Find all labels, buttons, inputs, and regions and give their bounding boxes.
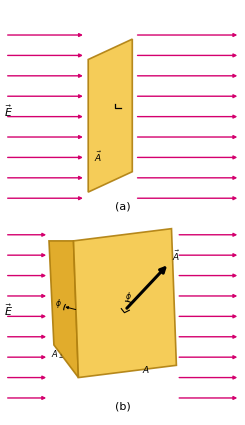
Polygon shape <box>49 241 78 377</box>
Text: $\vec{A}$: $\vec{A}$ <box>94 149 102 164</box>
Text: $\vec{E}$: $\vec{E}$ <box>4 103 13 119</box>
Text: $A_\perp$: $A_\perp$ <box>51 348 64 361</box>
Text: (b): (b) <box>115 401 130 411</box>
Polygon shape <box>74 229 176 377</box>
Text: (a): (a) <box>115 201 130 212</box>
Text: $\phi$: $\phi$ <box>125 290 132 303</box>
Text: $A$: $A$ <box>142 365 150 376</box>
Text: $\vec{A}$: $\vec{A}$ <box>172 249 180 264</box>
Text: $\phi$: $\phi$ <box>55 297 62 310</box>
Text: $\vec{E}$: $\vec{E}$ <box>4 303 13 318</box>
Polygon shape <box>88 39 132 192</box>
